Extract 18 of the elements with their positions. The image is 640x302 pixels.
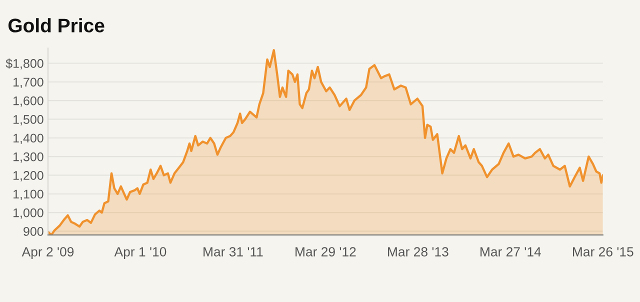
y-tick-label: 1,200	[14, 171, 44, 182]
x-tick-label: Mar 31 '11	[204, 247, 263, 256]
y-tick-label: 1,300	[14, 152, 44, 163]
x-tick-label: Mar 28 '13	[388, 247, 448, 256]
y-tick-label: $1,800	[6, 58, 44, 70]
y-tick-label: 1,600	[14, 96, 44, 107]
y-tick-label: 900	[24, 227, 44, 236]
x-tick-label: Mar 26 '15	[573, 247, 634, 256]
chart-title: Gold Price	[8, 18, 104, 32]
y-tick-label: 1,500	[14, 115, 44, 126]
y-tick-label: 1,400	[14, 134, 44, 144]
x-tick-label: Apr 1 '10	[114, 247, 166, 260]
y-tick-label: 1,100	[14, 190, 44, 200]
y-tick-label: 1,000	[14, 208, 44, 219]
x-tick-label: Mar 27 '14	[480, 247, 541, 256]
x-tick-label: Apr 2 '09	[22, 247, 74, 260]
x-tick-label: Mar 29 '12	[296, 247, 356, 256]
y-tick-label: 1,700	[14, 78, 44, 88]
